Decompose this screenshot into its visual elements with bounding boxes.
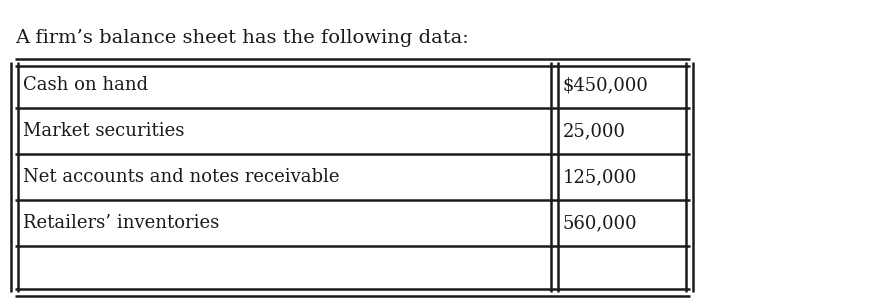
Text: Market securities: Market securities	[23, 122, 184, 140]
Text: Retailers’ inventories: Retailers’ inventories	[23, 214, 219, 232]
Text: Cash on hand: Cash on hand	[23, 76, 148, 94]
Text: 560,000: 560,000	[562, 214, 637, 232]
Text: 25,000: 25,000	[562, 122, 625, 140]
Text: A firm’s balance sheet has the following data:: A firm’s balance sheet has the following…	[15, 29, 468, 47]
Text: Net accounts and notes receivable: Net accounts and notes receivable	[23, 168, 339, 186]
Text: $450,000: $450,000	[562, 76, 648, 94]
Text: 125,000: 125,000	[562, 168, 637, 186]
